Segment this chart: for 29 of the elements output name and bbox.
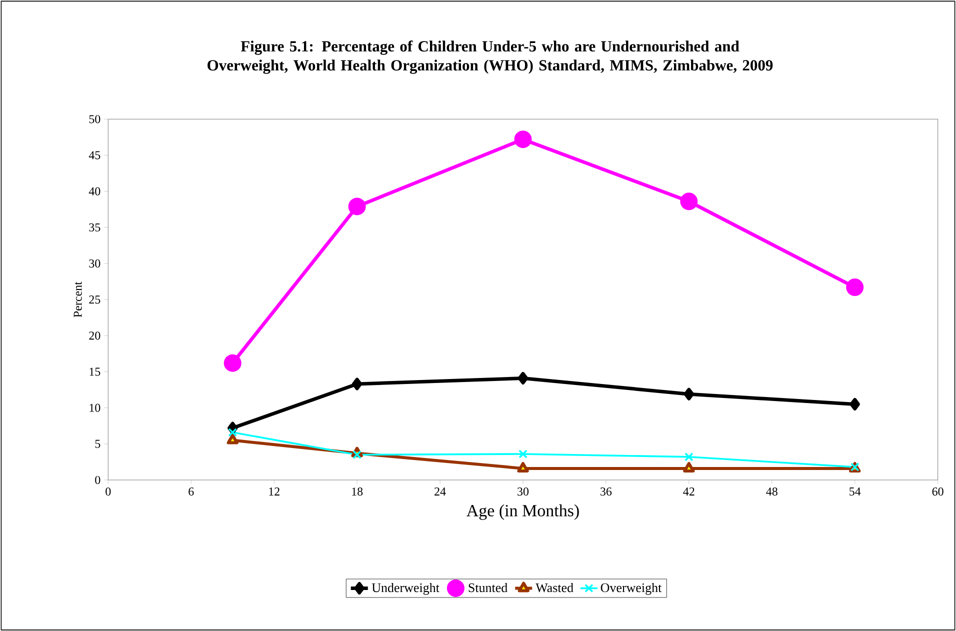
x-tick-label: 18 bbox=[352, 487, 363, 496]
x-tick-label: 42 bbox=[683, 487, 694, 496]
y-tick-label: 10 bbox=[90, 404, 100, 412]
x-tick-label: 0 bbox=[106, 487, 111, 496]
x-tick-label: 30 bbox=[518, 487, 529, 496]
legend-label: Underweight bbox=[372, 582, 440, 595]
y-tick-label: 20 bbox=[89, 332, 100, 340]
x-tick-label: 12 bbox=[269, 487, 280, 496]
x-tick-label: 48 bbox=[766, 487, 778, 496]
y-tick-label: 45 bbox=[88, 151, 100, 160]
x-tick-label: 60 bbox=[932, 487, 944, 496]
y-tick-label: 25 bbox=[89, 295, 100, 304]
legend-label: Wasted bbox=[536, 582, 574, 592]
y-tick-label: 15 bbox=[90, 368, 100, 376]
y-tick-label: 5 bbox=[95, 440, 100, 448]
y-tick-label: 50 bbox=[89, 115, 100, 124]
legend-label: Stunted bbox=[468, 582, 508, 592]
y-tick-label: 30 bbox=[89, 259, 100, 268]
y-tick-label: 0 bbox=[95, 476, 100, 484]
x-tick-label: 24 bbox=[434, 487, 446, 496]
y-tick-label: 40 bbox=[88, 187, 100, 196]
chart-title: Figure 5.1: Percentage of Children Under-5 who are Undernourished and Overweight, World Health Organization (WHO) Standard, MIMS, Zimbabwe, 2009 bbox=[208, 40, 773, 74]
y-tick-label: 35 bbox=[89, 223, 100, 232]
y-axis-title: Percent bbox=[74, 282, 82, 318]
x-tick-label: 6 bbox=[188, 487, 194, 496]
legend-label: Overweight bbox=[600, 582, 662, 595]
x-tick-label: 36 bbox=[600, 487, 612, 496]
x-axis-title: Age (in Months) bbox=[466, 504, 579, 520]
x-tick-label: 54 bbox=[850, 487, 861, 496]
